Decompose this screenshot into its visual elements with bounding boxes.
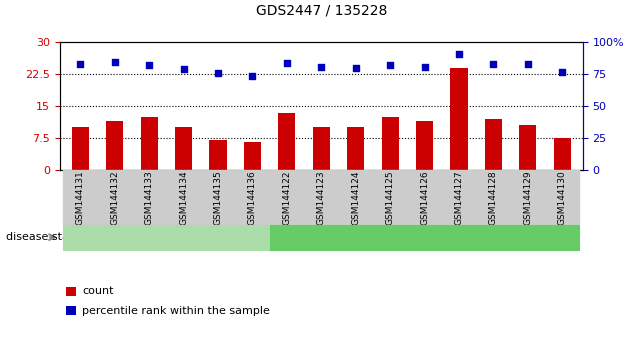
Text: control: control [405,232,444,242]
Point [351,65,361,71]
Point [144,63,154,68]
Text: GSM144135: GSM144135 [214,170,222,225]
Bar [244,142,261,170]
Text: GDS2447 / 135228: GDS2447 / 135228 [256,4,387,18]
Point [316,64,326,69]
Text: GSM144122: GSM144122 [282,170,292,224]
Text: disease state: disease state [6,232,81,242]
Bar [416,121,433,170]
Bar [210,140,227,170]
Bar [72,127,89,170]
Text: GSM144130: GSM144130 [558,170,566,225]
Text: GSM144126: GSM144126 [420,170,429,225]
Text: GSM144132: GSM144132 [110,170,120,225]
Bar [450,68,467,170]
Text: percentile rank within the sample: percentile rank within the sample [82,306,270,316]
Text: count: count [82,286,113,296]
Bar [175,127,192,170]
Point [76,61,86,67]
Text: GSM144128: GSM144128 [489,170,498,225]
Bar [484,119,502,170]
Text: GSM144131: GSM144131 [76,170,85,225]
Bar [554,138,571,170]
Point [557,69,567,75]
Point [523,61,533,67]
Text: nicotine dependence: nicotine dependence [108,232,225,242]
Point [179,67,189,72]
Point [488,61,498,67]
Text: GSM144127: GSM144127 [454,170,464,225]
Point [385,63,395,68]
Point [282,60,292,66]
Point [213,70,223,76]
Bar [278,113,295,170]
Text: GSM144134: GSM144134 [179,170,188,225]
Text: GSM144125: GSM144125 [386,170,394,225]
Text: GSM144133: GSM144133 [145,170,154,225]
Text: GSM144129: GSM144129 [523,170,532,225]
Bar [347,127,364,170]
Bar [382,117,399,170]
Point [454,51,464,57]
Point [420,64,430,69]
Text: GSM144124: GSM144124 [351,170,360,224]
Bar [312,127,330,170]
Text: GSM144136: GSM144136 [248,170,257,225]
Point [110,59,120,64]
Bar [106,121,123,170]
Bar [140,117,158,170]
Bar [519,125,536,170]
Text: GSM144123: GSM144123 [317,170,326,225]
Point [248,73,258,79]
